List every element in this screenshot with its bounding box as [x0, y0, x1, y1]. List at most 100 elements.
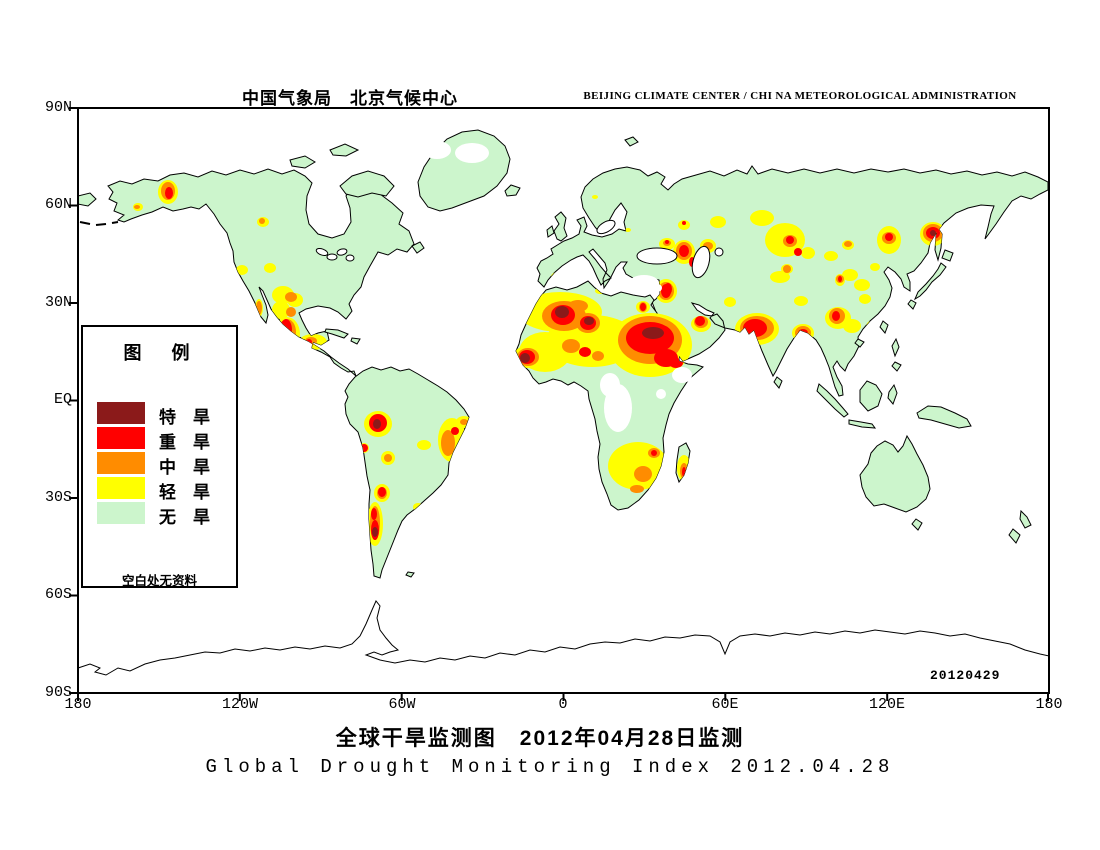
drought-region-light [724, 297, 736, 307]
drought-region-extreme [555, 306, 569, 318]
no-drought-swatch [97, 502, 145, 524]
lat-label-90n: 90N [44, 99, 72, 116]
drought-region-light [843, 319, 861, 333]
no-data-patch [672, 367, 692, 383]
drought-region-severe [579, 347, 591, 357]
drought-region-moderate [134, 205, 140, 209]
title-english: Global Drought Monitoring Index 2012.04.… [205, 756, 895, 778]
baltic-sea [596, 219, 616, 235]
drought-region-severe [695, 316, 705, 326]
legend-item-label: 重 旱 [159, 433, 210, 452]
lon-label-0: 0 [558, 696, 568, 713]
drought-region-severe [832, 311, 840, 321]
light-drought-swatch [97, 477, 145, 499]
severe-drought-swatch [97, 427, 145, 449]
title-chinese: 全球干旱监测图 2012年04月28日监测 [335, 727, 745, 750]
drought-region-severe [786, 236, 794, 244]
drought-region-severe [640, 303, 646, 311]
lat-label-60n: 60N [44, 196, 72, 213]
legend-title: 图 例 [123, 343, 196, 363]
drought-region-severe [743, 319, 767, 337]
drought-region-light [264, 263, 276, 273]
date-stamp: 20120429 [930, 668, 1001, 683]
drought-region-moderate [562, 339, 580, 353]
drought-region-extreme [373, 419, 381, 429]
drought-region-moderate [460, 419, 468, 425]
lon-label-180e: 180 [1035, 696, 1063, 713]
drought-region-light [592, 195, 598, 199]
drought-region-moderate [568, 300, 588, 312]
lon-label-60w: 60W [388, 696, 416, 713]
drought-region-light [272, 301, 290, 319]
lon-label-60e: 60E [711, 696, 739, 713]
no-data-patches [423, 141, 692, 432]
legend-item-label: 轻 旱 [159, 483, 210, 502]
drought-region-moderate [441, 430, 455, 456]
aleutian-islands [79, 221, 119, 226]
aral-sea [714, 247, 724, 257]
legend-box: 图 例 特 旱 重 旱 中 旱 轻 旱 无 旱 空白处无资料 [81, 325, 238, 588]
drought-region-light [870, 263, 880, 271]
drought-region-extreme [520, 353, 530, 363]
drought-region-moderate [844, 241, 852, 247]
lat-label-90s: 90S [44, 684, 72, 701]
drought-region-moderate [384, 454, 392, 462]
drought-region-severe [682, 221, 686, 225]
drought-region-moderate [259, 218, 265, 224]
drought-region-light [236, 265, 248, 275]
no-data-patch [423, 141, 451, 159]
lat-label-60s: 60S [44, 586, 72, 603]
drought-region-light [625, 228, 631, 232]
legend-item-label: 无 旱 [159, 508, 210, 527]
moderate-drought-swatch [97, 452, 145, 474]
drought-region-light [859, 294, 871, 304]
lon-label-120e: 120E [868, 696, 905, 713]
lon-label-120w: 120W [221, 696, 258, 713]
drought-region-severe [838, 276, 842, 282]
drought-region-light [710, 216, 726, 228]
no-data-patch [629, 275, 659, 291]
no-data-patch [656, 389, 666, 399]
drought-region-severe [378, 487, 386, 497]
lat-label-30s: 30S [44, 489, 72, 506]
drought-region-light [854, 279, 870, 291]
drought-region-moderate [634, 466, 652, 482]
drought-region-extreme [584, 317, 594, 325]
lat-label-eq: EQ [53, 391, 72, 408]
drought-region-light [824, 251, 838, 261]
legend-no-data-note: 空白处无资料 [121, 574, 197, 588]
caspian-sea [691, 245, 711, 279]
drought-region-light [801, 247, 815, 259]
drought-region-severe [451, 427, 459, 435]
legend-item-label: 特 旱 [159, 408, 210, 427]
no-data-patch [455, 143, 489, 163]
no-data-patch [604, 384, 632, 432]
lon-label-180w: 180 [64, 696, 92, 713]
drought-region-moderate [630, 485, 644, 493]
no-data-patch [652, 284, 662, 292]
header-chinese: 中国气象局 北京气候中心 [242, 89, 458, 108]
drought-region-severe [665, 240, 669, 244]
drought-region-severe [651, 450, 657, 456]
drought-region-severe [661, 284, 671, 298]
drought-region-moderate [286, 307, 296, 317]
drought-region-light [750, 210, 774, 226]
drought-region-severe [371, 508, 377, 520]
drought-region-light [842, 269, 858, 281]
legend-item-label: 中 旱 [159, 458, 210, 477]
drought-region-moderate [592, 351, 604, 361]
axis-ticks [69, 107, 1049, 701]
drought-region-moderate [285, 292, 297, 302]
lat-label-30n: 30N [44, 294, 72, 311]
drought-region-extreme [930, 230, 936, 236]
drought-region-severe [794, 248, 802, 256]
inland-water [315, 219, 724, 279]
drought-region-light [417, 440, 431, 450]
drought-region-extreme [642, 327, 664, 339]
drought-region-severe [885, 233, 893, 241]
black-sea [636, 247, 678, 265]
drought-region-light [794, 296, 808, 306]
antarctica-outline [79, 600, 1048, 692]
drought-region-light [770, 271, 790, 283]
